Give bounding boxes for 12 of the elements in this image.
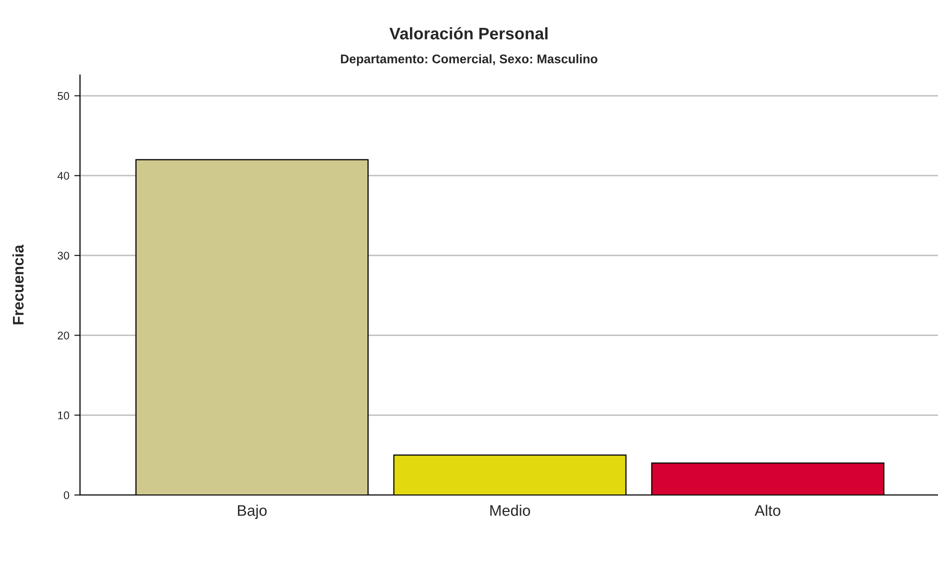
chart-title: Valoración Personal [389,27,548,40]
y-tick-label: 20 [58,332,70,340]
y-tick-label: 50 [58,92,70,100]
x-tick-label: Medio [490,504,530,516]
y-tick-label: 30 [58,252,70,260]
y-axis-title: Frecuencia [12,244,24,324]
x-tick-label: Bajo [238,504,267,519]
x-tick-label: Alto [754,504,780,516]
chart-subtitle: Departamento: Comercial, Sexo: Masculino [340,54,598,66]
y-tick-label: 0 [64,491,70,500]
y-tick-label: 10 [58,411,70,420]
y-tick-label: 40 [57,172,70,180]
